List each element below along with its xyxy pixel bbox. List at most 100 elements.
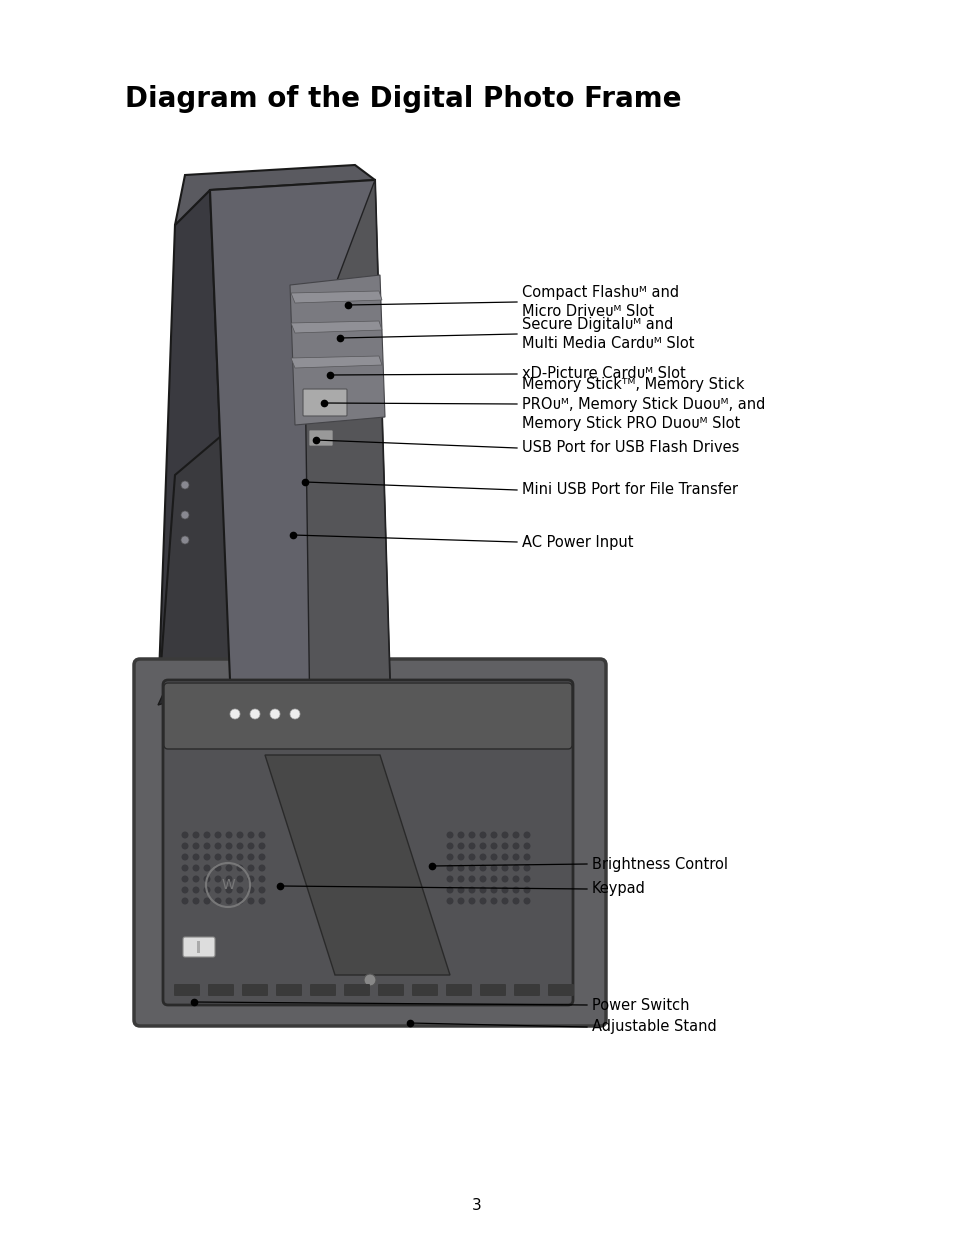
Circle shape (258, 864, 265, 872)
Text: Memory Stickᵀᴹ, Memory Stick
PROᴜᴹ, Memory Stick Duoᴜᴹ, and
Memory Stick PRO Duo: Memory Stickᵀᴹ, Memory Stick PROᴜᴹ, Memo… (521, 378, 764, 431)
Circle shape (523, 831, 530, 839)
FancyBboxPatch shape (310, 984, 335, 995)
FancyBboxPatch shape (547, 984, 574, 995)
Circle shape (250, 709, 260, 719)
Circle shape (236, 898, 243, 904)
Circle shape (457, 842, 464, 850)
Circle shape (236, 876, 243, 883)
Circle shape (270, 709, 280, 719)
Circle shape (181, 864, 189, 872)
Circle shape (512, 842, 519, 850)
Circle shape (501, 864, 508, 872)
FancyBboxPatch shape (208, 984, 233, 995)
Circle shape (457, 887, 464, 893)
Polygon shape (291, 321, 381, 333)
Circle shape (203, 831, 211, 839)
Circle shape (457, 876, 464, 883)
Circle shape (479, 864, 486, 872)
Circle shape (181, 511, 189, 519)
Circle shape (479, 853, 486, 861)
Circle shape (193, 898, 199, 904)
Circle shape (501, 831, 508, 839)
Circle shape (290, 709, 299, 719)
FancyBboxPatch shape (164, 683, 572, 748)
Circle shape (203, 842, 211, 850)
Circle shape (468, 842, 475, 850)
FancyBboxPatch shape (173, 984, 200, 995)
Polygon shape (305, 180, 390, 725)
Circle shape (446, 831, 453, 839)
Text: Brightness Control: Brightness Control (592, 857, 727, 872)
Circle shape (446, 842, 453, 850)
Circle shape (193, 831, 199, 839)
Text: Diagram of the Digital Photo Frame: Diagram of the Digital Photo Frame (125, 85, 680, 112)
Circle shape (258, 831, 265, 839)
Circle shape (247, 842, 254, 850)
Circle shape (181, 887, 189, 893)
Circle shape (247, 887, 254, 893)
Polygon shape (265, 755, 450, 974)
Circle shape (457, 898, 464, 904)
FancyBboxPatch shape (183, 937, 214, 957)
Text: Secure Digitalᴜᴹ and
Multi Media Cardᴜᴹ Slot: Secure Digitalᴜᴹ and Multi Media Cardᴜᴹ … (521, 317, 694, 351)
Circle shape (225, 887, 233, 893)
Circle shape (523, 864, 530, 872)
Circle shape (479, 887, 486, 893)
Text: 3: 3 (472, 1198, 481, 1213)
Text: Power Switch: Power Switch (592, 998, 689, 1013)
Circle shape (512, 887, 519, 893)
Circle shape (181, 853, 189, 861)
Polygon shape (290, 275, 385, 425)
Circle shape (490, 864, 497, 872)
Polygon shape (158, 366, 310, 725)
Circle shape (225, 898, 233, 904)
FancyBboxPatch shape (309, 430, 333, 446)
Circle shape (236, 887, 243, 893)
Circle shape (258, 887, 265, 893)
Circle shape (512, 864, 519, 872)
FancyBboxPatch shape (303, 389, 347, 416)
Circle shape (214, 887, 221, 893)
FancyBboxPatch shape (412, 984, 437, 995)
Circle shape (247, 864, 254, 872)
FancyBboxPatch shape (344, 984, 370, 995)
Circle shape (236, 864, 243, 872)
Circle shape (214, 876, 221, 883)
Circle shape (181, 876, 189, 883)
Circle shape (214, 864, 221, 872)
Circle shape (490, 887, 497, 893)
Circle shape (468, 887, 475, 893)
Circle shape (225, 876, 233, 883)
Circle shape (501, 887, 508, 893)
Circle shape (236, 842, 243, 850)
Polygon shape (210, 180, 390, 685)
Circle shape (468, 876, 475, 883)
Circle shape (468, 853, 475, 861)
Circle shape (181, 898, 189, 904)
Circle shape (236, 831, 243, 839)
Polygon shape (158, 687, 174, 705)
Circle shape (193, 842, 199, 850)
Circle shape (225, 831, 233, 839)
Bar (196, 941, 200, 953)
Circle shape (523, 898, 530, 904)
Circle shape (446, 864, 453, 872)
FancyBboxPatch shape (446, 984, 472, 995)
Circle shape (523, 876, 530, 883)
FancyBboxPatch shape (242, 984, 268, 995)
Circle shape (479, 842, 486, 850)
Circle shape (490, 831, 497, 839)
Circle shape (446, 853, 453, 861)
Circle shape (193, 853, 199, 861)
Circle shape (512, 898, 519, 904)
Circle shape (501, 876, 508, 883)
Circle shape (479, 831, 486, 839)
Text: W: W (221, 878, 234, 892)
Circle shape (457, 853, 464, 861)
FancyBboxPatch shape (275, 984, 302, 995)
Circle shape (364, 974, 375, 986)
Circle shape (214, 842, 221, 850)
Text: xD-Picture Cardᴜᴹ Slot: xD-Picture Cardᴜᴹ Slot (521, 367, 685, 382)
FancyBboxPatch shape (133, 659, 605, 1026)
Polygon shape (158, 190, 230, 705)
